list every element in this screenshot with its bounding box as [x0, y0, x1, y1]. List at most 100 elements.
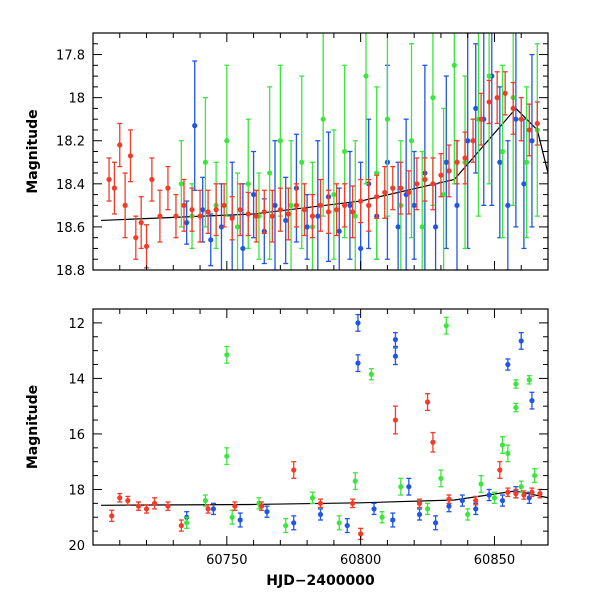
x-axis-label: HJD−2400000 [266, 573, 375, 589]
data-point [293, 202, 300, 208]
data-point [537, 491, 543, 497]
data-point [454, 202, 460, 208]
data-point [200, 207, 206, 213]
data-point [288, 202, 294, 208]
data-point [347, 202, 353, 208]
data-point [432, 224, 439, 230]
data-point [518, 116, 524, 122]
data-point [505, 361, 511, 368]
data-point [309, 213, 316, 219]
data-point [218, 224, 225, 230]
data-point [317, 500, 324, 506]
data-point [277, 207, 283, 213]
data-point [398, 484, 404, 490]
data-point [416, 511, 423, 518]
data-point [315, 213, 321, 219]
data-point [344, 522, 350, 529]
data-point [446, 168, 452, 174]
y-axis-label: Magnitude [25, 109, 41, 193]
data-point [245, 181, 251, 187]
y-tick-label: 12 [68, 317, 85, 332]
data-point [317, 202, 324, 208]
data-point [430, 95, 436, 101]
data-point [513, 381, 519, 387]
data-point [478, 116, 484, 122]
series-0 [184, 313, 535, 534]
data-point [341, 202, 348, 208]
data-point [513, 116, 519, 122]
axes-frame [92, 308, 549, 546]
data-point [432, 520, 439, 526]
data-point [392, 353, 399, 359]
data-point [317, 511, 324, 518]
data-point [237, 207, 243, 213]
data-point [189, 207, 195, 213]
data-point [521, 181, 527, 187]
data-point [285, 211, 291, 217]
data-point [299, 159, 305, 165]
data-point [127, 153, 134, 159]
data-point [178, 181, 184, 187]
data-point [336, 228, 342, 234]
data-point [465, 511, 471, 518]
data-point [355, 320, 361, 326]
data-point [470, 138, 476, 144]
data-point [149, 176, 155, 183]
data-point [355, 360, 361, 366]
data-point [518, 338, 524, 344]
y-tick-label: 18.6 [56, 221, 85, 236]
data-point [205, 209, 211, 215]
data-point [232, 503, 238, 509]
data-point [473, 497, 479, 504]
data-point [390, 517, 396, 523]
data-point [111, 185, 118, 191]
data-point [454, 159, 460, 165]
data-point [422, 176, 428, 183]
data-point [283, 522, 289, 529]
data-point [229, 514, 235, 520]
data-point [390, 185, 396, 191]
data-point [416, 500, 423, 506]
data-point [210, 506, 217, 512]
data-point [443, 323, 449, 329]
data-point [523, 159, 530, 165]
data-point [358, 245, 364, 252]
data-point [441, 191, 447, 198]
data-point [486, 99, 492, 105]
y-axis-label: Magnitude [25, 385, 41, 469]
x-tick-label: 60850 [474, 553, 515, 568]
data-point [392, 336, 399, 343]
data-point [406, 484, 412, 490]
data-point [143, 243, 150, 249]
data-point [497, 467, 503, 473]
data-point [234, 224, 241, 230]
y-tick-label: 20 [68, 539, 85, 554]
data-point [384, 116, 391, 122]
data-point [424, 399, 431, 405]
data-point [499, 148, 506, 155]
plot-area [101, 33, 548, 270]
data-point [505, 450, 511, 456]
data-point [240, 245, 246, 252]
data-point [529, 398, 535, 404]
data-point [208, 237, 214, 243]
data-point [494, 95, 500, 101]
data-point [534, 120, 540, 127]
data-point [333, 207, 340, 213]
data-point [213, 207, 219, 213]
data-point [135, 503, 142, 509]
data-point [253, 213, 259, 219]
data-point [309, 495, 316, 501]
data-point [283, 217, 289, 224]
data-point [261, 209, 267, 215]
data-point [382, 189, 388, 196]
y-tick-label: 18.2 [56, 135, 85, 150]
data-point [224, 453, 230, 459]
data-point [526, 127, 532, 133]
y-tick-label: 17.8 [56, 49, 85, 64]
series-2 [106, 71, 540, 269]
data-point [178, 522, 184, 529]
data-point [411, 202, 417, 208]
data-point [424, 506, 431, 512]
data-point [269, 213, 275, 219]
